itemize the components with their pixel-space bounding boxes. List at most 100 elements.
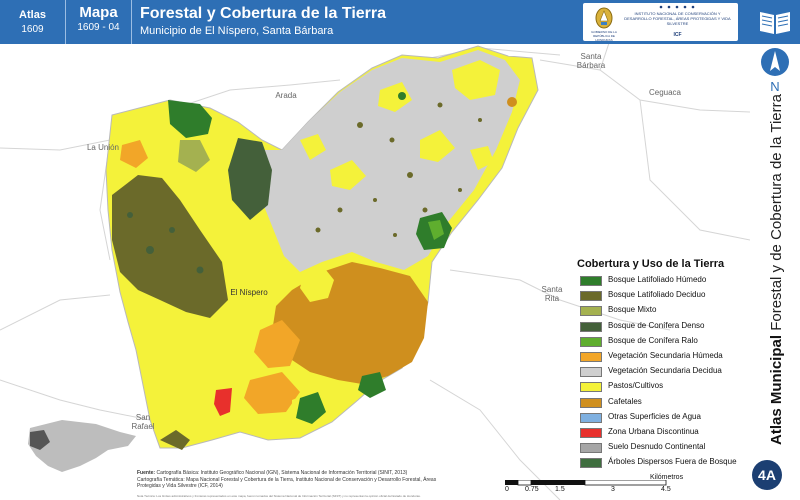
legend-swatch [580, 276, 602, 286]
title-block: Forestal y Cobertura de la Tierra Munici… [140, 4, 386, 38]
map-badge: 4A [752, 460, 782, 490]
zone-urbana [214, 388, 232, 416]
scale-bar-graphic [505, 480, 667, 486]
zone-latifoliado-deciduo-south [160, 430, 190, 450]
legend: Cobertura y Uso de la Tierra Bosque Lati… [577, 258, 747, 471]
legend-item: Árboles Dispersos Fuera de Bosque [577, 456, 747, 471]
scale-unit: Kilómetros [650, 474, 684, 481]
side-panel [750, 0, 800, 500]
legend-label: Bosque Latifoliado Deciduo [608, 290, 706, 300]
legend-swatch [580, 306, 602, 317]
honduras-seal-icon [595, 7, 613, 29]
legend-label: Bosque de Conífera Denso [608, 320, 705, 330]
north-label: N [770, 79, 780, 94]
legend-swatch [580, 336, 602, 347]
zone-latifoliado-north [398, 92, 406, 100]
legend-swatch [580, 458, 602, 469]
legend-label: Suelo Desnudo Continental [608, 442, 706, 452]
zone-secundaria-humeda-center [254, 320, 300, 368]
legend-item: Suelo Desnudo Continental [577, 441, 747, 456]
mapa-label: Mapa [79, 4, 118, 21]
legend-label: Bosque Latifoliado Húmedo [608, 275, 707, 284]
scale-tick-0: 0 [505, 486, 509, 493]
zone-latifoliado-humedo-nw [168, 100, 212, 138]
place-el-nispero: El Níspero [230, 288, 268, 297]
legend-swatch [580, 351, 602, 362]
atlas-box: Atlas 1609 [0, 0, 66, 44]
legend-item: Vegetación Secundaria Decidua [577, 365, 747, 380]
zone-latifoliado-deciduo-west [112, 175, 228, 318]
legend-label: Vegetación Secundaria Húmeda [608, 350, 723, 360]
legend-label: Vegetación Secundaria Decidua [608, 366, 722, 376]
legend-swatch [580, 291, 602, 302]
north-arrow-icon [761, 48, 789, 76]
legend-item: Zona Urbana Discontinua [577, 426, 747, 441]
scale-tick-4: 4.5 [661, 486, 671, 493]
legend-swatch [580, 367, 602, 378]
place-santa-barbara: Santa Bárbara [576, 52, 606, 70]
legend-item: Bosque de Conífera Ralo [577, 335, 747, 350]
legend-swatch [580, 321, 602, 332]
map-canvas: Santa Bárbara Arada Ceguaca La Unión El N… [0, 39, 751, 500]
place-ceguaca: Ceguaca [648, 88, 682, 97]
atlas-label: Atlas [19, 9, 46, 21]
place-arada: Arada [275, 91, 297, 100]
legend-label: Otras Superficies de Agua [608, 411, 701, 421]
legend-item: Vegetación Secundaria Húmeda [577, 350, 747, 365]
scale-bar: 0 0.75 1.5 3 4.5 [505, 480, 671, 494]
zone-latifoliado-humedo-s [296, 392, 326, 424]
legend-swatch [580, 397, 602, 408]
zone-conifera-speckles [127, 212, 204, 274]
government-logo-text: GOBIERNO DE LA REPÚBLICA DE HONDURAS [591, 30, 617, 42]
zone-cafe-north [507, 97, 517, 107]
legend-label: Zona Urbana Discontinua [608, 426, 699, 436]
book-panel [750, 0, 800, 44]
zone-conifera-denso-west [228, 138, 272, 220]
legend-swatch [580, 412, 602, 423]
technical-notes: Nota Técnica: Los límites administrativo… [137, 494, 421, 498]
legend-item: Otras Superficies de Agua [577, 411, 747, 426]
map-subtitle: Municipio de El Níspero, Santa Bárbara [140, 25, 334, 37]
place-la-union: La Unión [86, 143, 120, 152]
north-arrow: N [757, 46, 793, 98]
zone-conifera-ralo-east [428, 220, 444, 240]
place-san-rafael: San Rafael [131, 413, 155, 431]
legend-item: Bosque Latifoliado Deciduo [577, 289, 747, 304]
sources-line1: Cartografía Básica: Instituto Geográfico… [156, 470, 408, 476]
legend-label: Pastos/Cultivos [608, 381, 664, 391]
side-title: Atlas Municipal Forestal y de Cobertura … [768, 94, 785, 445]
zone-latifoliado-humedo-se [358, 372, 386, 398]
zone-secundaria-humeda-south [244, 372, 300, 414]
legend-item: Bosque de Conífera Denso [577, 320, 747, 335]
legend-swatch [580, 427, 602, 438]
zone-mixto-west [178, 140, 210, 172]
place-santa-rita: Santa Rita [541, 285, 563, 303]
mapa-number: 1609 - 04 [77, 22, 120, 33]
zone-speckles [315, 102, 482, 237]
zone-secundaria-humeda-west [120, 140, 148, 168]
atlas-number: 1609 [21, 24, 44, 35]
legend-label: Bosque de Conífera Ralo [608, 335, 698, 345]
scale-tick-2: 1.5 [555, 486, 565, 493]
sources-block: Fuente: Cartografía Básica: Instituto Ge… [137, 470, 437, 490]
legend-title: Cobertura y Uso de la Tierra [577, 258, 725, 270]
side-title-bold: Atlas Municipal [768, 334, 785, 445]
legend-item: Cafetales [577, 396, 747, 411]
zone-pastos-patches [300, 60, 500, 190]
mapa-box: Mapa 1609 - 04 [66, 0, 132, 44]
institution-logos: GOBIERNO DE LA REPÚBLICA DE HONDURAS INS… [583, 3, 738, 42]
sources-label: Fuente: [137, 470, 156, 476]
inset-honduras-map [28, 420, 136, 472]
header-bar: Atlas 1609 Mapa 1609 - 04 Forestal y Cob… [0, 0, 750, 44]
icf-acronym: ICF [673, 32, 682, 38]
legend-label: Árboles Dispersos Fuera de Bosque [608, 457, 737, 467]
legend-swatch [580, 443, 602, 454]
legend-item: Bosque Mixto [577, 304, 747, 319]
legend-item: Bosque Latifoliado Húmedo [577, 274, 747, 289]
legend-swatch [580, 382, 602, 393]
open-book-icon [760, 12, 790, 34]
side-title-rest: Forestal y de Cobertura de la Tierra [768, 94, 785, 335]
legend-label: Bosque Mixto [608, 305, 657, 315]
scale-tick-1: 0.75 [525, 486, 539, 493]
icf-stars-icon [659, 5, 695, 9]
